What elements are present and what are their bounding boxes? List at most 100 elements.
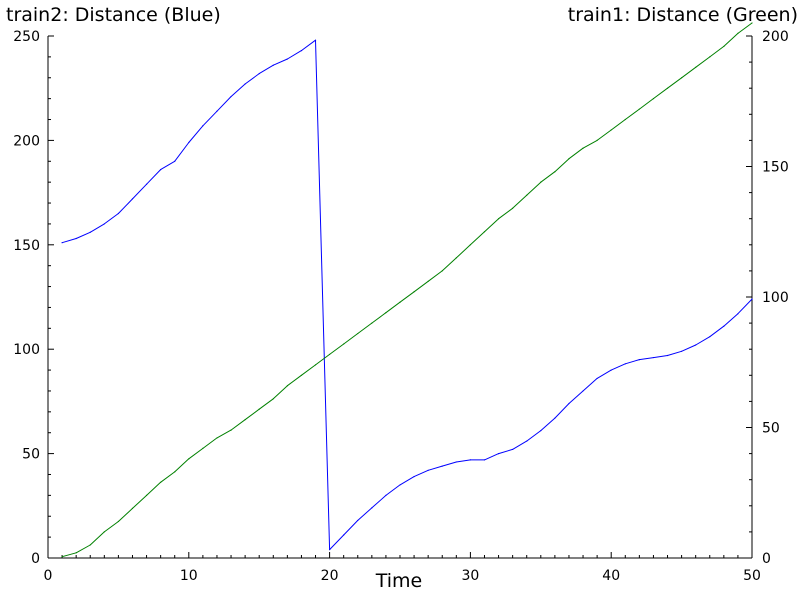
green-series-point — [540, 181, 542, 183]
blue-series-point — [652, 356, 655, 359]
green-series-point — [652, 98, 655, 100]
green-series-point — [230, 429, 232, 431]
green-series-point — [723, 45, 725, 48]
green-series-point — [131, 507, 134, 510]
blue-series-point — [723, 325, 725, 327]
green-series-point — [188, 458, 190, 460]
green-series-line — [61, 22, 753, 558]
blue-series-point — [666, 354, 669, 357]
green-series-point — [75, 552, 77, 554]
green-series-point — [413, 291, 415, 293]
green-series-point — [117, 520, 119, 523]
blue-series-point — [469, 459, 471, 461]
blue-series-point — [272, 64, 274, 66]
blue-series-point — [596, 377, 598, 380]
green-series-point — [751, 22, 753, 24]
blue-series-point — [497, 453, 500, 455]
green-series-point — [202, 447, 204, 449]
green-series-point — [258, 408, 260, 410]
green-series-point — [89, 544, 91, 546]
green-series-point — [286, 385, 288, 387]
left-y-tick-label: 50 — [22, 447, 40, 463]
green-series-point — [371, 322, 373, 324]
blue-series-point — [540, 430, 542, 432]
green-series-point — [497, 218, 500, 220]
left-axis-title: train2: Distance (Blue) — [6, 4, 221, 26]
x-tick-label: 40 — [602, 568, 620, 584]
right-y-tick-label: 150 — [762, 160, 789, 176]
blue-series-point — [329, 549, 331, 551]
green-series-point — [582, 147, 584, 149]
green-series-point — [441, 270, 443, 272]
blue-series-point — [512, 448, 514, 451]
green-series-point — [455, 257, 457, 259]
blue-series-point — [300, 50, 303, 52]
blue-series-point — [131, 198, 134, 200]
blue-series-point — [737, 313, 739, 315]
blue-series-point — [174, 160, 176, 162]
blue-series-point — [624, 363, 626, 365]
left-y-tick-label: 0 — [31, 551, 40, 567]
green-series-point — [737, 32, 739, 34]
green-series-point — [314, 364, 317, 366]
green-series-point — [385, 312, 387, 314]
blue-series-point — [371, 507, 373, 509]
green-series-point — [300, 374, 303, 376]
blue-series-point — [610, 369, 612, 371]
green-series-point — [666, 87, 669, 89]
blue-series-point — [103, 223, 105, 225]
blue-series-point — [483, 459, 486, 461]
green-series-point — [568, 158, 570, 160]
blue-series-point — [188, 141, 190, 144]
green-series-point — [145, 494, 148, 496]
blue-series-point — [554, 417, 556, 419]
blue-series-point — [441, 465, 443, 467]
green-series-point — [554, 171, 556, 173]
green-series-point — [512, 207, 514, 209]
green-series-point — [272, 398, 274, 400]
blue-series-point — [244, 83, 246, 85]
right-y-tick-label: 100 — [762, 290, 789, 306]
blue-series-point — [357, 519, 359, 522]
green-series-point — [638, 108, 640, 110]
blue-series-point — [568, 402, 570, 405]
blue-series-line — [61, 39, 753, 551]
blue-series-point — [89, 231, 91, 233]
blue-series-point — [61, 242, 63, 244]
left-y-tick-label: 100 — [13, 342, 40, 358]
green-series-point — [174, 471, 176, 473]
green-series-point — [695, 66, 697, 68]
green-series-point — [103, 531, 105, 533]
green-series-point — [469, 244, 471, 246]
green-series-point — [483, 231, 486, 233]
green-series-point — [343, 343, 345, 345]
green-series-point — [624, 118, 626, 121]
right-y-tick-label: 50 — [762, 421, 780, 437]
right-axis-title: train1: Distance (Green) — [568, 4, 798, 26]
blue-series-point — [526, 440, 528, 442]
blue-series-point — [286, 58, 288, 60]
x-tick-label: 50 — [743, 568, 761, 584]
green-series-point — [357, 332, 359, 335]
green-series-point — [399, 301, 401, 303]
left-y-tick-label: 250 — [13, 29, 40, 45]
blue-series-point — [258, 72, 260, 75]
blue-series-point — [399, 484, 401, 486]
blue-series-point — [638, 359, 640, 361]
blue-series-point — [681, 350, 683, 352]
blue-series-point — [202, 125, 204, 127]
x-tick-label: 10 — [180, 568, 198, 584]
right-y-tick-label: 200 — [762, 29, 789, 45]
blue-series-point — [145, 183, 148, 185]
blue-series-point — [160, 169, 162, 171]
blue-series-point — [695, 344, 697, 346]
x-tick-label: 30 — [461, 568, 479, 584]
blue-series-point — [385, 494, 387, 496]
blue-series-point — [413, 475, 415, 478]
x-tick-label: 20 — [321, 568, 339, 584]
blue-series-point — [751, 298, 753, 300]
x-tick-label: 0 — [44, 568, 53, 584]
green-series-point — [681, 77, 683, 79]
